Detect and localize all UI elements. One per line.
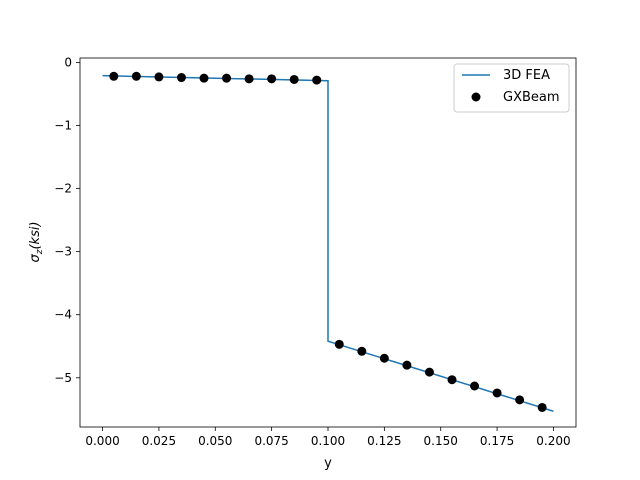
x-tick-label: 0.000 [85, 434, 119, 448]
gxbeam-point [379, 353, 389, 363]
y-tick-label: −5 [54, 371, 72, 385]
y-axis-label-subscript: z [35, 249, 45, 255]
gxbeam-point [312, 75, 322, 85]
gxbeam-point [334, 339, 344, 349]
x-tick-label: 0.100 [311, 434, 345, 448]
gxbeam-point [492, 388, 502, 398]
series-3d-fea-line [102, 74, 554, 412]
gxbeam-point [154, 72, 164, 82]
gxbeam-point [222, 73, 232, 83]
x-tick-label: 0.075 [254, 434, 288, 448]
legend-label-gxbeam: GXBeam [503, 90, 560, 105]
gxbeam-point [470, 381, 480, 391]
x-tick-label: 0.175 [480, 434, 514, 448]
y-ticks: 0 −1 −2 −3 −4 −5 [54, 55, 80, 385]
series-layer [102, 71, 554, 412]
x-tick-label: 0.200 [536, 434, 570, 448]
gxbeam-point [537, 402, 547, 412]
gxbeam-point [447, 375, 457, 385]
gxbeam-point [131, 71, 141, 81]
x-tick-label: 0.025 [142, 434, 176, 448]
plot-area [79, 57, 577, 428]
gxbeam-point [199, 73, 209, 83]
gxbeam-point [402, 360, 412, 370]
x-tick-label: 0.125 [367, 434, 401, 448]
x-ticks: 0.000 0.025 0.050 0.075 0.100 0.125 0.150 0.175… [85, 427, 571, 448]
y-tick-label: 0 [64, 55, 72, 69]
y-axis-label-symbol: σ [28, 254, 43, 263]
y-tick-label: −1 [54, 118, 72, 132]
gxbeam-point [515, 395, 525, 405]
y-tick-label: −2 [54, 182, 72, 196]
gxbeam-point [267, 74, 277, 84]
gxbeam-point [289, 74, 299, 84]
x-axis-label: y [324, 456, 332, 471]
legend-marker-swatch [471, 92, 481, 102]
gxbeam-point [424, 367, 434, 377]
y-axis-label: σz(ksi) [28, 221, 45, 262]
y-tick-label: −3 [54, 245, 72, 259]
y-tick-label: −4 [54, 308, 72, 322]
x-tick-label: 0.050 [198, 434, 232, 448]
gxbeam-point [109, 71, 119, 81]
gxbeam-point [176, 73, 186, 83]
legend-box [453, 63, 570, 113]
legend-label-3d-fea: 3D FEA [503, 68, 550, 83]
legend: 3D FEA GXBeam [453, 63, 570, 113]
y-axis-label-unit: (ksi) [28, 221, 43, 249]
x-tick-label: 0.150 [424, 434, 458, 448]
gxbeam-point [244, 74, 254, 84]
gxbeam-point [357, 346, 367, 356]
